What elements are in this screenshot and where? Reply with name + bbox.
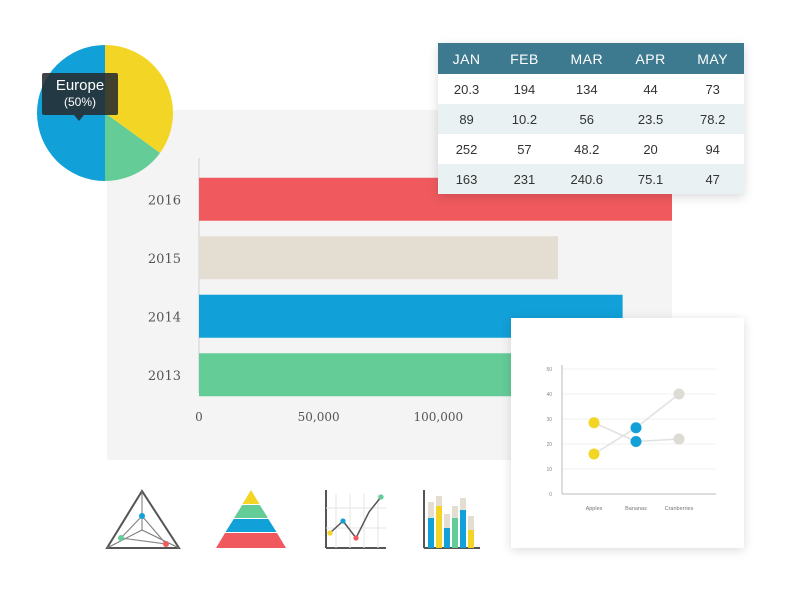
y-tick-label: 10	[546, 467, 552, 473]
tooltip-share: (50%)	[63, 95, 96, 109]
dot-plot-card: 0 10 20 30 40 50 Apples Bananas Cranberries	[511, 318, 744, 548]
table-cell: 10.2	[495, 104, 554, 134]
connector-line	[593, 427, 637, 455]
table-row: 252 57 48.2 20 94	[438, 134, 744, 164]
table-row: 89 10.2 56 23.5 78.2	[438, 104, 744, 134]
table-cell: 20.3	[438, 74, 496, 104]
table-header-cell: JAN	[438, 43, 496, 74]
y-tick-label: 2014	[148, 310, 181, 325]
x-tick-label: 100,000	[414, 410, 464, 424]
table-cell: 231	[495, 164, 554, 194]
pie-slice	[105, 45, 173, 153]
table-cell: 75.1	[619, 164, 682, 194]
dot-plot: 0 10 20 30 40 50 Apples Bananas Cranberries	[546, 365, 716, 512]
table-header-cell: APR	[619, 43, 682, 74]
table-cell: 73	[681, 74, 744, 104]
table-header-cell: FEB	[495, 43, 554, 74]
connector-line	[635, 438, 680, 443]
table-cell: 47	[681, 164, 744, 194]
bar-2015	[199, 236, 558, 280]
y-tick-label: 2016	[148, 193, 181, 208]
table-cell: 56	[553, 104, 620, 134]
line-chart-icon	[325, 490, 386, 549]
stacked-bar-chart-icon	[423, 490, 480, 549]
data-point	[588, 417, 600, 429]
table-cell: 163	[438, 164, 496, 194]
data-point	[588, 448, 600, 460]
pie-tooltip: Europe (50%)	[42, 73, 118, 115]
radar-chart-icon	[105, 489, 181, 549]
table-cell: 23.5	[619, 104, 682, 134]
x-tick-label: 50,000	[298, 410, 340, 424]
connector-line	[635, 393, 680, 429]
table-header-row: JAN FEB MAR APR MAY	[438, 43, 744, 74]
table-row: 20.3 194 134 44 73	[438, 74, 744, 104]
table-cell: 252	[438, 134, 496, 164]
table-row: 163 231 240.6 75.1 47	[438, 164, 744, 194]
table-cell: 240.6	[553, 164, 620, 194]
bar-2013	[199, 353, 513, 397]
pyramid-chart-icon	[216, 490, 286, 548]
data-table-card: JAN FEB MAR APR MAY 20.3 194 134 44 73 89 10.2 56 23…	[438, 43, 744, 194]
table-cell: 194	[495, 74, 554, 104]
data-point	[673, 433, 685, 445]
data-point	[673, 388, 685, 400]
tooltip-region: Europe	[55, 77, 105, 94]
table-cell: 44	[619, 74, 682, 104]
y-tick-label: 2013	[148, 369, 181, 384]
y-tick-label: 20	[546, 442, 552, 448]
bar-chart: 2016201520142013050,000100,000150,000200…	[148, 158, 672, 424]
y-tick-label: 40	[546, 392, 552, 398]
y-tick-label: 50	[546, 367, 552, 373]
pie-slice	[105, 113, 161, 181]
x-tick-label: 0	[195, 410, 203, 424]
table-header-cell: MAY	[681, 43, 744, 74]
table-cell: 78.2	[681, 104, 744, 134]
table-header-cell: MAR	[553, 43, 620, 74]
connector-line	[593, 422, 637, 443]
y-tick-label: 30	[546, 417, 552, 423]
tooltip-arrow	[74, 115, 84, 121]
table-cell: 134	[553, 74, 620, 104]
data-point	[630, 422, 642, 434]
x-tick-label: Apples	[586, 506, 603, 512]
x-tick-label: Cranberries	[665, 506, 694, 512]
data-point	[630, 436, 642, 447]
table-cell: 48.2	[553, 134, 620, 164]
x-tick-label: Bananas	[625, 506, 647, 512]
y-tick-label: 2015	[148, 252, 181, 267]
table-cell: 94	[681, 134, 744, 164]
table-cell: 89	[438, 104, 496, 134]
table-cell: 57	[495, 134, 554, 164]
table-cell: 20	[619, 134, 682, 164]
y-tick-label: 0	[549, 492, 552, 498]
data-table: JAN FEB MAR APR MAY 20.3 194 134 44 73 89 10.2 56 23…	[438, 43, 744, 194]
